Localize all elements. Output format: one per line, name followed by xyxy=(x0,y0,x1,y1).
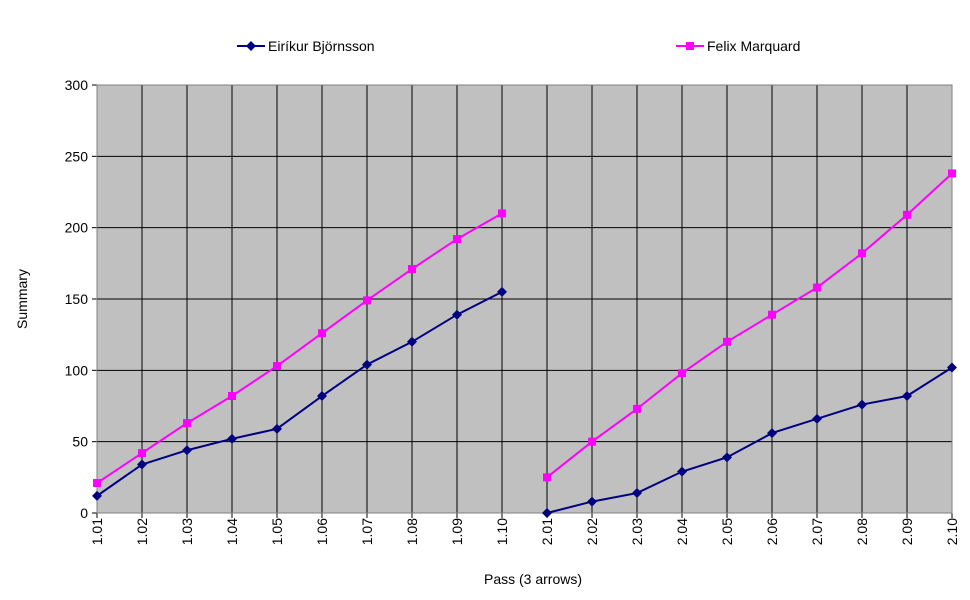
data-point xyxy=(273,362,281,371)
data-point xyxy=(498,209,506,218)
x-tick-label: 1.08 xyxy=(404,518,420,545)
data-point xyxy=(497,286,507,297)
y-tick-label: 150 xyxy=(65,291,89,307)
y-tick-label: 200 xyxy=(65,220,89,236)
data-point xyxy=(722,452,732,463)
data-point xyxy=(272,423,282,434)
data-point xyxy=(363,296,371,305)
x-tick-label: 1.06 xyxy=(314,518,330,545)
data-point xyxy=(228,392,236,401)
data-point xyxy=(542,508,552,518)
y-tick-label: 100 xyxy=(65,362,89,378)
x-tick-label: 1.05 xyxy=(269,518,285,545)
series-line xyxy=(546,366,953,514)
data-point xyxy=(678,369,686,378)
y-tick-label: 50 xyxy=(72,434,88,450)
data-point xyxy=(723,337,731,346)
data-point xyxy=(318,329,326,338)
x-tick-label: 2.06 xyxy=(764,518,780,545)
data-point xyxy=(227,433,237,444)
data-point xyxy=(857,399,867,410)
y-axis-label: Summary xyxy=(14,269,30,329)
x-tick-label: 1.07 xyxy=(359,518,375,545)
data-point xyxy=(902,391,912,402)
series-line xyxy=(96,212,503,484)
data-point xyxy=(812,413,822,424)
data-point xyxy=(93,479,101,488)
data-point xyxy=(452,309,462,320)
data-point xyxy=(138,449,146,458)
data-point xyxy=(768,310,776,319)
x-tick-label: 1.04 xyxy=(224,518,240,545)
legend-marker xyxy=(246,41,256,51)
data-point xyxy=(903,210,911,219)
data-point xyxy=(947,362,957,373)
x-tick-label: 1.03 xyxy=(179,518,195,545)
series-line xyxy=(96,290,503,497)
x-tick-label: 2.05 xyxy=(719,518,735,545)
legend-marker xyxy=(686,42,694,50)
x-tick-label: 1.10 xyxy=(494,518,510,545)
data-point xyxy=(317,391,327,402)
x-tick-label: 2.09 xyxy=(899,518,915,545)
x-tick-label: 1.01 xyxy=(89,518,105,545)
data-point xyxy=(92,490,102,501)
data-point xyxy=(453,235,461,244)
data-point xyxy=(183,419,191,428)
y-tick-label: 0 xyxy=(80,505,88,521)
x-tick-label: 2.10 xyxy=(944,518,960,545)
data-point xyxy=(588,437,596,446)
y-tick-label: 300 xyxy=(65,77,89,93)
legend-label: Eiríkur Björnsson xyxy=(268,38,375,54)
data-point xyxy=(408,265,416,274)
data-point xyxy=(948,169,956,178)
data-point xyxy=(543,473,551,482)
x-tick-label: 2.02 xyxy=(584,518,600,545)
data-point xyxy=(677,466,687,477)
data-point xyxy=(587,496,597,507)
x-tick-label: 2.07 xyxy=(809,518,825,545)
data-point xyxy=(407,336,417,347)
x-tick-label: 2.03 xyxy=(629,518,645,545)
data-point xyxy=(633,404,641,413)
x-tick-label: 2.04 xyxy=(674,518,690,545)
data-point xyxy=(182,445,192,456)
data-point xyxy=(813,283,821,292)
legend-label: Felix Marquard xyxy=(707,38,800,54)
x-tick-label: 2.01 xyxy=(539,518,555,545)
data-point xyxy=(137,459,147,470)
x-axis-label: Pass (3 arrows) xyxy=(484,571,582,587)
x-tick-label: 1.02 xyxy=(134,518,150,545)
x-tick-label: 1.09 xyxy=(449,518,465,545)
data-point xyxy=(858,249,866,258)
data-point xyxy=(362,359,372,370)
series-line xyxy=(546,172,953,479)
plot-border xyxy=(96,84,953,514)
y-tick-label: 250 xyxy=(65,148,89,164)
data-point xyxy=(632,488,642,499)
x-tick-label: 2.08 xyxy=(854,518,870,545)
data-point xyxy=(767,428,777,439)
